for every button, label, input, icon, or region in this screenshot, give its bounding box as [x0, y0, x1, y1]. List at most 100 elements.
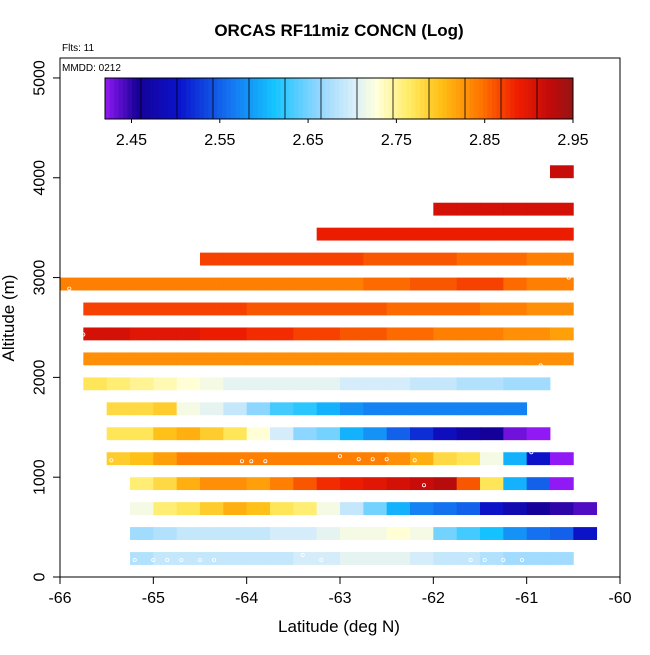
heatmap-cell — [223, 302, 248, 316]
heatmap-cell — [386, 227, 411, 241]
heatmap-cell — [526, 452, 551, 466]
heatmap-cell — [200, 527, 224, 540]
heatmap-cell — [340, 552, 364, 565]
heatmap-cell — [200, 402, 224, 416]
flight-point — [197, 558, 202, 563]
colorbar-segment — [487, 78, 493, 119]
colorbar-segment — [442, 78, 448, 119]
heatmap-cell — [340, 477, 364, 491]
heatmap-cell — [456, 552, 481, 565]
heatmap-cell — [410, 227, 434, 241]
colorbar-segment — [411, 78, 416, 119]
y-axis: 0 1000 2000 3000 4000 5000 — [32, 60, 60, 581]
heatmap-cell — [270, 402, 294, 416]
heatmap-cell — [363, 477, 388, 491]
x-axis: -66 -65 -64 -63 -62 -61 -60 — [48, 577, 632, 607]
annotation-date: MMDD: 0212 — [62, 63, 121, 74]
heatmap-cell — [106, 452, 131, 466]
heatmap-cell — [316, 427, 341, 441]
heatmap-cell — [293, 527, 318, 540]
colorbar-segment — [312, 78, 317, 119]
heatmap-cell — [130, 302, 154, 316]
y-tick-label: 5000 — [32, 60, 49, 96]
heatmap-cell — [316, 227, 341, 241]
heatmap-cell — [223, 477, 248, 491]
heatmap-cell — [223, 527, 248, 540]
colorbar-segment — [384, 78, 389, 119]
colorbar-segment — [523, 78, 529, 119]
heatmap-cell — [270, 477, 294, 491]
colorbar-segment — [249, 78, 254, 119]
heatmap-cell — [480, 202, 504, 216]
heatmap-cell — [456, 277, 481, 291]
flight-point — [384, 457, 389, 462]
heatmap-cell — [363, 452, 388, 466]
heatmap-cell — [200, 327, 224, 341]
colorbar-segment — [276, 78, 281, 119]
colorbar-segment — [127, 78, 133, 119]
heatmap-cell — [130, 527, 154, 540]
colorbar-segment — [163, 78, 169, 119]
colorbar-segment — [280, 78, 286, 119]
colorbar-segment — [420, 78, 425, 119]
heatmap-cell — [153, 277, 178, 291]
colorbar-segment — [478, 78, 484, 119]
heatmap-cell — [433, 302, 458, 316]
colorbar-segment — [294, 78, 299, 119]
heatmap-cell — [246, 252, 271, 266]
flight-point — [538, 363, 543, 368]
colorbar-segment — [285, 78, 290, 119]
flight-track-points — [67, 185, 571, 563]
heatmap-cell — [153, 452, 178, 466]
heatmap-cell — [130, 552, 154, 565]
heatmap-cell — [340, 352, 364, 366]
heatmap-cell — [246, 327, 271, 341]
colorbar-segment — [168, 78, 173, 119]
heatmap-cell — [340, 302, 364, 316]
heatmap-cell — [410, 527, 434, 540]
heatmap-cell — [526, 477, 551, 491]
colorbar-segment — [195, 78, 200, 119]
heatmap-cell — [363, 352, 388, 366]
heatmap-cell — [83, 377, 108, 391]
flight-point — [109, 458, 114, 463]
heatmap-cell — [386, 502, 411, 516]
colorbar-segment — [271, 78, 277, 119]
heatmap-cell — [223, 352, 248, 366]
heatmap-cell — [200, 427, 224, 441]
colorbar-segment — [123, 78, 128, 119]
colorbar-segment — [352, 78, 358, 119]
heatmap-cell — [106, 327, 131, 341]
heatmap-cell — [363, 252, 388, 266]
heatmap-cell — [153, 527, 178, 540]
heatmap-cell — [293, 402, 318, 416]
colorbar-tick-label: 2.85 — [469, 132, 500, 149]
colorbar: 2.45 2.55 2.65 2.75 2.85 2.95 — [104, 77, 589, 149]
heatmap-cell — [433, 452, 458, 466]
colorbar-segment — [375, 78, 380, 119]
heatmap-cell — [410, 327, 434, 341]
colorbar-segment — [298, 78, 304, 119]
heatmap-cell — [246, 502, 271, 516]
colorbar-segment — [370, 78, 376, 119]
colorbar-segment — [303, 78, 308, 119]
heatmap-cell — [223, 502, 248, 516]
heatmap-cell — [200, 277, 224, 291]
heatmap-cell — [130, 427, 154, 441]
colorbar-segment — [357, 78, 362, 119]
colorbar-segment — [465, 78, 470, 119]
heatmap-cell — [130, 402, 154, 416]
flight-point — [468, 558, 473, 563]
heatmap-cell — [363, 502, 388, 516]
heatmap-cell — [433, 352, 458, 366]
heatmap-cell — [480, 327, 504, 341]
colorbar-segment — [348, 78, 353, 119]
colorbar-segment — [186, 78, 191, 119]
heatmap-cell — [176, 477, 201, 491]
heatmap-cell — [363, 277, 388, 291]
colorbar-segment — [429, 78, 434, 119]
heatmap-cell — [153, 402, 178, 416]
heatmap-cell — [176, 402, 201, 416]
heatmap-cell — [223, 427, 248, 441]
